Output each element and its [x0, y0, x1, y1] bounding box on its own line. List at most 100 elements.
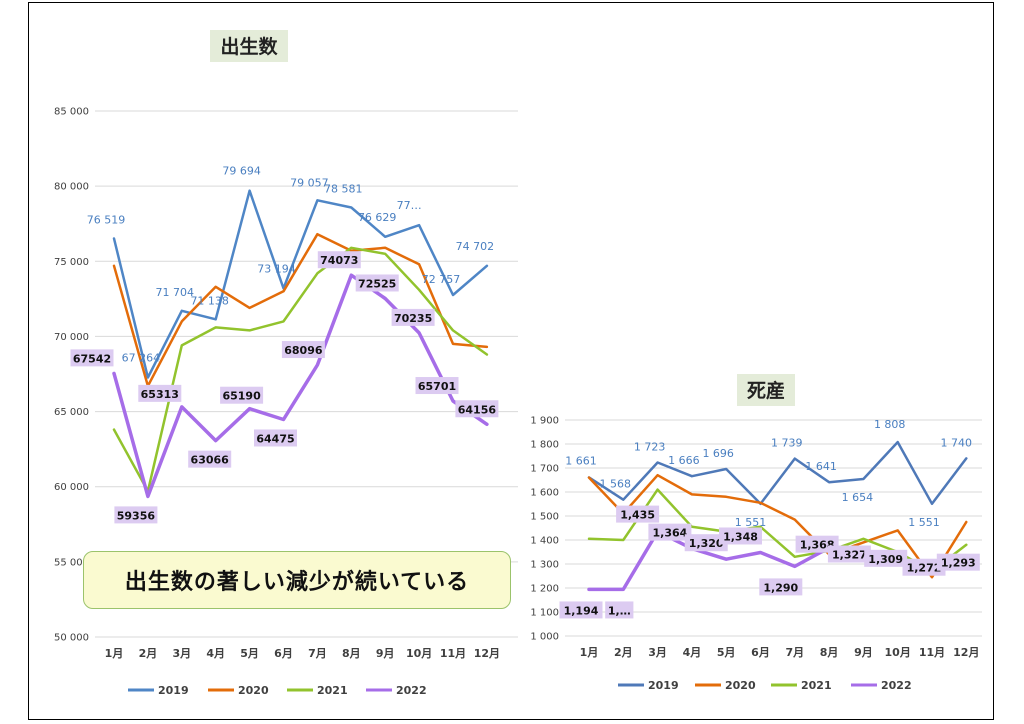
data-label-2022-bg	[759, 578, 803, 596]
data-label-2022-bg	[114, 506, 158, 524]
x-tick-label: 2月	[614, 646, 633, 659]
x-tick-label: 4月	[206, 647, 225, 660]
data-label-2022: 67542	[73, 352, 111, 365]
data-label-2022-bg	[415, 377, 459, 395]
data-label-2022: 63066	[191, 454, 230, 467]
data-label-2022-bg	[605, 601, 634, 619]
data-label-2019: 1 551	[735, 516, 767, 529]
data-label-2022: 1,364	[653, 527, 688, 540]
data-label-2022: 1,293	[941, 557, 976, 570]
data-label-2019: 74 702	[456, 240, 495, 253]
legend-label: 2022	[396, 684, 427, 697]
data-label-2019: 71 704	[156, 286, 195, 299]
data-label-2022: 65190	[222, 390, 261, 403]
x-tick-label: 1月	[580, 646, 599, 659]
data-label-2019: 71 138	[190, 294, 229, 307]
x-tick-label: 7月	[308, 647, 327, 660]
data-label-2019: 1 723	[634, 440, 666, 453]
data-label-2019: 1 808	[874, 418, 906, 431]
chart-title-box	[210, 30, 288, 62]
data-label-2019: 79 694	[222, 165, 261, 178]
x-tick-label: 5月	[717, 646, 736, 659]
data-label-2022: 72525	[358, 277, 396, 290]
data-label-2022-bg	[902, 558, 946, 576]
y-tick-label: 1 900	[530, 416, 559, 427]
series-line-2020	[112, 232, 489, 388]
y-tick-label: 1 700	[530, 464, 559, 475]
x-tick-label: 11月	[440, 647, 466, 660]
chart-title: 出生数	[220, 35, 278, 58]
annotation-banner: 出生数の著しい減少が続いている	[83, 551, 511, 609]
x-tick-label: 5月	[240, 647, 259, 660]
series-line-2022	[112, 273, 489, 499]
x-tick-label: 4月	[683, 646, 702, 659]
data-label-2022: 1,309	[868, 553, 903, 566]
data-label-2022-bg	[254, 429, 297, 447]
y-tick-label: 1 400	[530, 536, 559, 547]
series-line-2019	[112, 189, 489, 379]
data-label-2022-bg	[616, 505, 660, 523]
series-line-2020	[587, 473, 968, 579]
x-tick-label: 9月	[854, 646, 873, 659]
y-tick-label: 80 000	[54, 182, 89, 193]
data-label-2022-bg	[70, 349, 114, 367]
data-label-2019: 77…	[397, 199, 422, 212]
legend-label: 2021	[801, 679, 832, 692]
data-label-2022-bg	[455, 400, 499, 418]
y-tick-label: 1 100	[530, 608, 559, 619]
data-label-2022: 1,368	[800, 539, 835, 552]
data-label-2019: 1 666	[668, 454, 700, 467]
annotation-text: 出生数の著しい減少が続いている	[124, 570, 470, 595]
data-label-2022-bg	[936, 553, 980, 571]
data-label-2022: 65701	[418, 380, 456, 393]
data-label-2022-bg	[391, 308, 435, 326]
x-tick-label: 7月	[785, 646, 804, 659]
y-tick-label: 85 000	[54, 107, 89, 118]
legend-label: 2019	[158, 684, 189, 697]
data-label-2019: 78 581	[324, 182, 363, 195]
y-tick-label: 1 000	[530, 632, 559, 643]
data-label-2019: 73 194	[257, 262, 296, 275]
data-label-2022-bg	[648, 523, 692, 541]
chart-title: 死産	[747, 379, 785, 402]
x-tick-label: 11月	[919, 646, 945, 659]
x-tick-label: 6月	[274, 647, 293, 660]
x-tick-label: 10月	[406, 647, 432, 660]
legend-label: 2022	[881, 679, 912, 692]
x-tick-label: 10月	[885, 646, 911, 659]
y-tick-label: 1 300	[530, 560, 559, 571]
data-label-2022: 65313	[141, 388, 179, 401]
data-label-2022: 68096	[284, 344, 323, 357]
data-label-2022: 64475	[256, 432, 294, 445]
y-tick-label: 75 000	[54, 257, 89, 268]
x-tick-label: 8月	[820, 646, 839, 659]
y-tick-label: 70 000	[54, 332, 89, 343]
legend-label: 2020	[238, 684, 269, 697]
y-tick-label: 50 000	[54, 633, 89, 644]
data-label-2019: 79 057	[290, 176, 329, 189]
y-tick-label: 55 000	[54, 557, 89, 568]
data-label-2022-bg	[188, 450, 232, 468]
x-tick-label: 3月	[648, 646, 667, 659]
data-label-2019: 76 629	[358, 211, 397, 224]
data-label-2022: 1,320	[689, 537, 724, 550]
x-tick-label: 9月	[376, 647, 395, 660]
data-label-2022-bg	[281, 341, 325, 359]
data-label-2019: 1 740	[941, 436, 973, 449]
data-label-2019: 1 661	[565, 454, 597, 467]
data-label-2022: 1,194	[564, 604, 599, 617]
y-tick-label: 1 200	[530, 584, 559, 595]
data-label-2022-bg	[795, 535, 839, 553]
data-label-2022-bg	[864, 549, 908, 567]
data-label-2022-bg	[317, 251, 361, 269]
legend-label: 2020	[725, 679, 756, 692]
y-tick-label: 60 000	[54, 482, 89, 493]
y-tick-label: 1 800	[530, 440, 559, 451]
data-label-2019: 1 696	[702, 447, 734, 460]
data-label-2019: 67 264	[122, 352, 161, 365]
series-line-2021	[112, 246, 489, 493]
data-label-2019: 72 757	[422, 273, 461, 286]
data-label-2019: 1 551	[908, 516, 940, 529]
data-label-2019: 1 568	[600, 478, 632, 491]
